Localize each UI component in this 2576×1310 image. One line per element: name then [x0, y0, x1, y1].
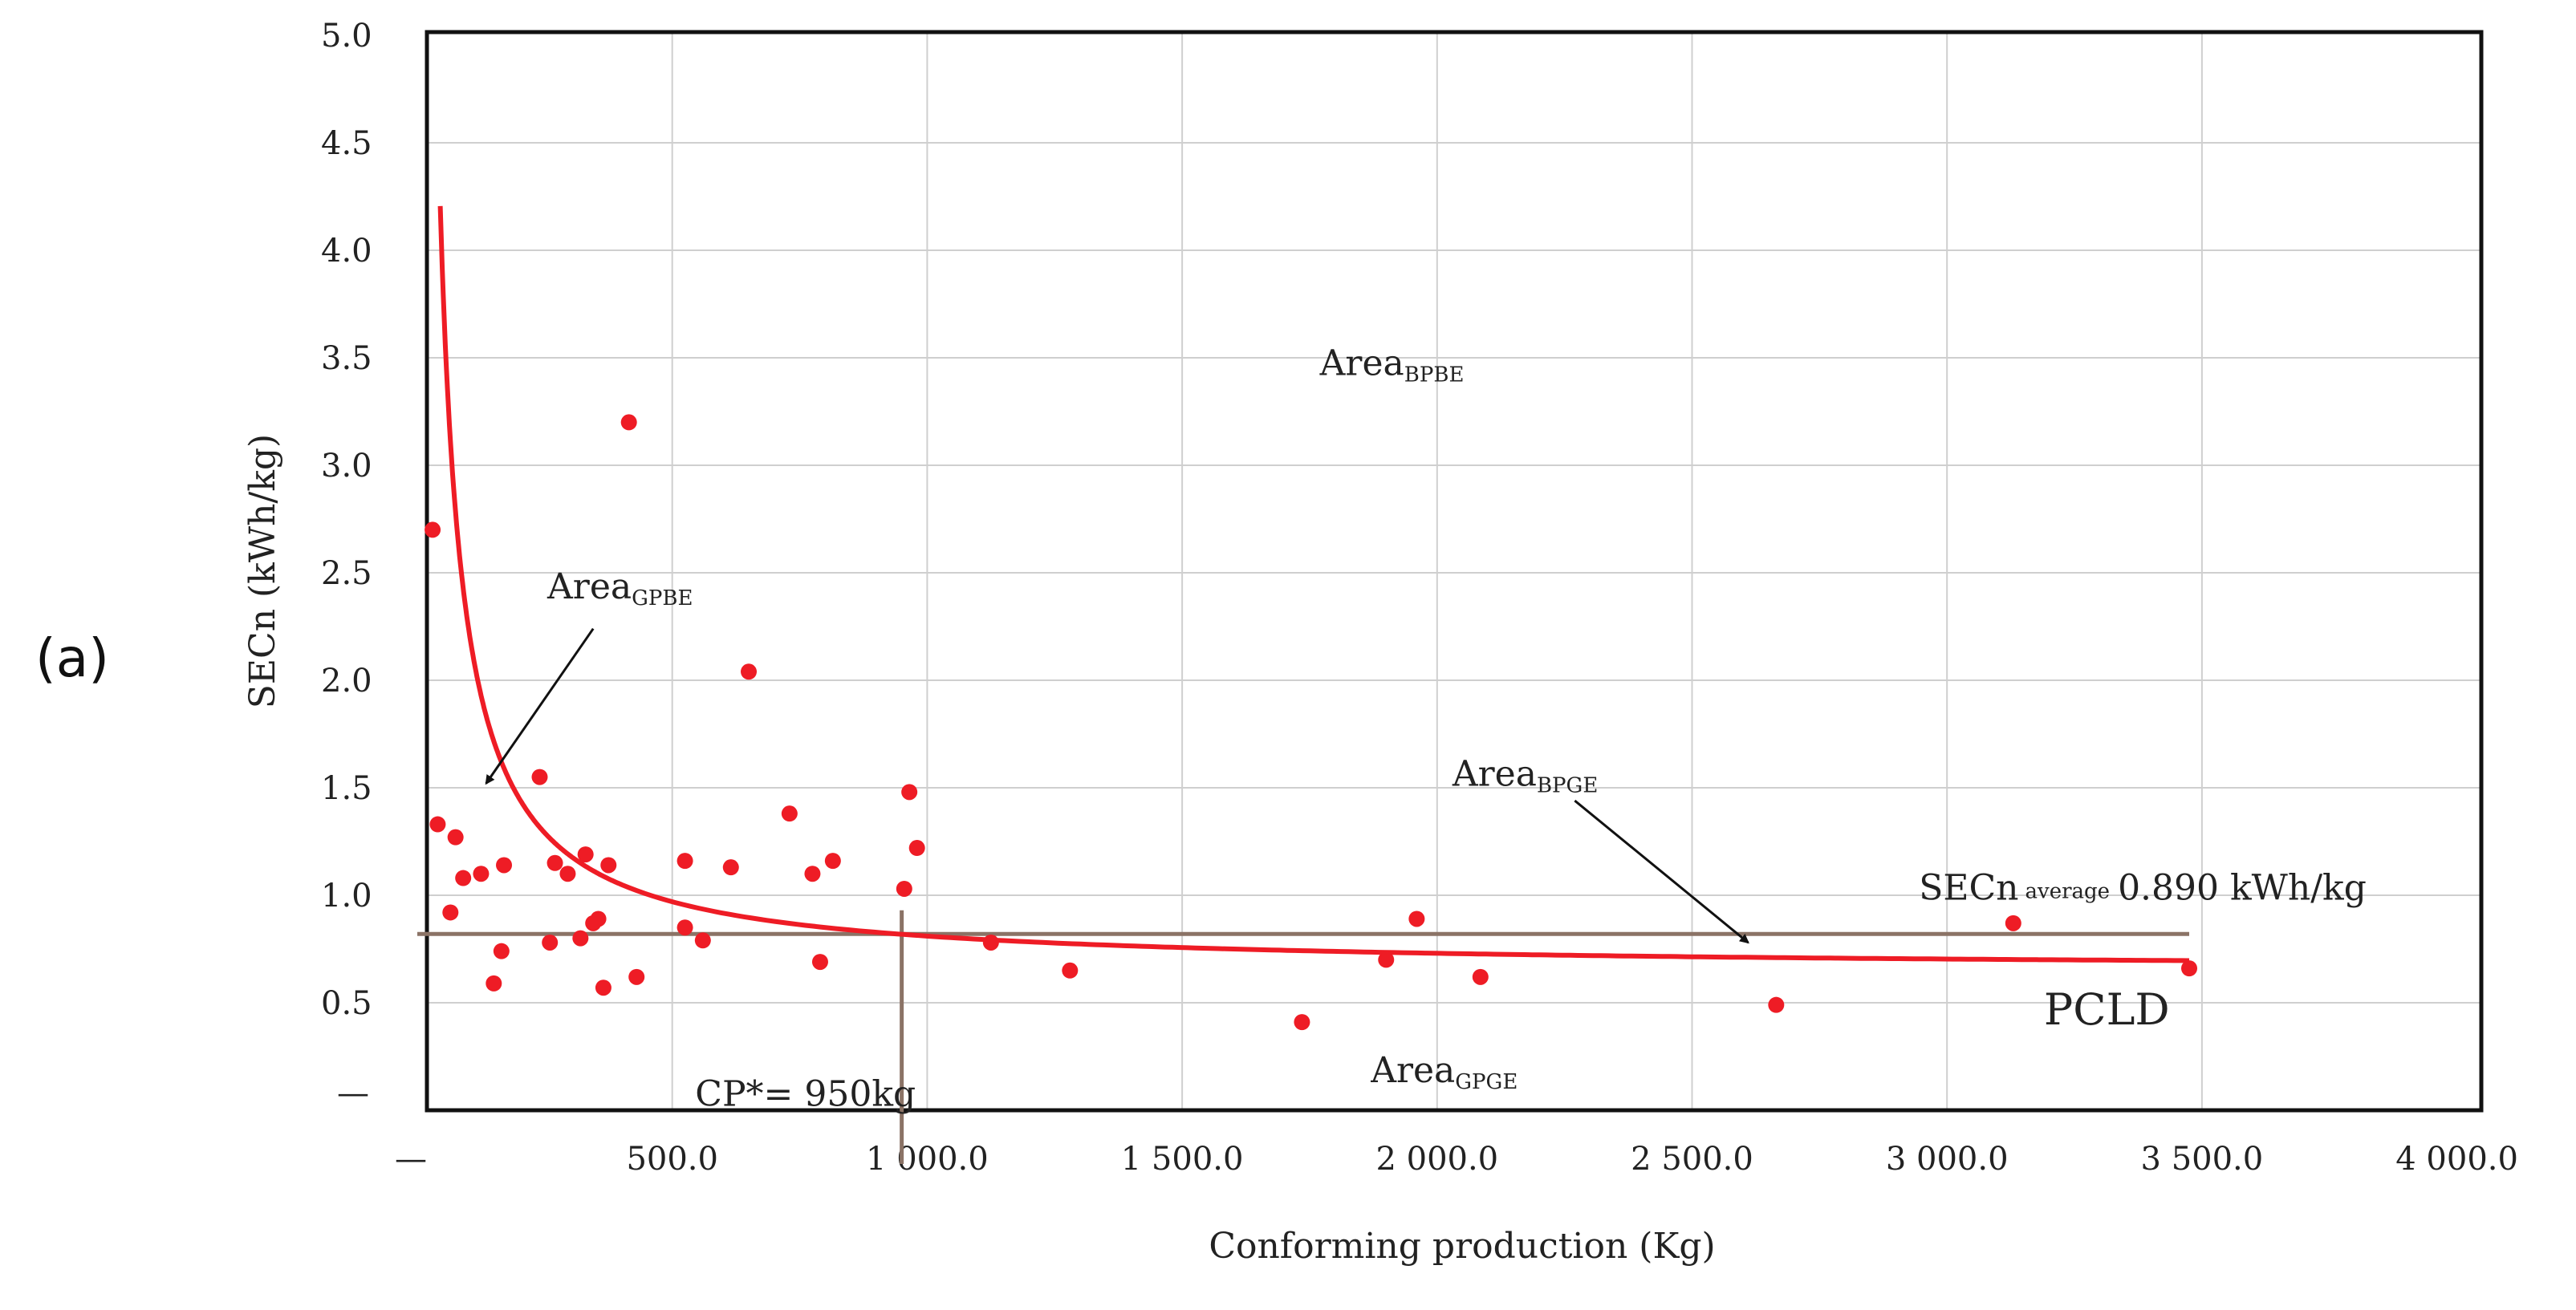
pcld-label: PCLD [2044, 984, 2170, 1035]
data-point [425, 521, 441, 538]
plot-frame [425, 30, 2484, 1113]
x-tick-label: 2 500.0 [1631, 1141, 1753, 1178]
data-point [677, 853, 693, 870]
data-point [473, 866, 490, 882]
reference-lines [417, 910, 2190, 1164]
y-tick-label: 1.0 [321, 878, 372, 915]
data-point [1378, 951, 1395, 968]
x-tick-label: 1 000.0 [866, 1141, 989, 1178]
data-point [1472, 968, 1489, 985]
x-tick-label: 4 000.0 [2395, 1141, 2518, 1178]
arrow-gpbe [485, 627, 595, 785]
data-point [677, 919, 693, 936]
data-point [896, 880, 912, 897]
annotations: AreaBPBE AreaGPBE AreaBPGE AreaGPGE SECn aver… [485, 343, 2367, 1115]
y-tick-label: 5.0 [321, 18, 372, 55]
data-point [620, 414, 637, 431]
data-point [982, 934, 999, 951]
data-point [1294, 1014, 1310, 1031]
data-point [600, 857, 617, 874]
data-point [429, 816, 446, 833]
data-point [447, 829, 464, 846]
y-tick-label: 0.5 [321, 985, 372, 1022]
arrow-bpge [1574, 799, 1749, 944]
data-point [1768, 996, 1785, 1013]
cp-label: CP*= 950kg [695, 1074, 916, 1115]
data-point [577, 846, 594, 863]
data-point [694, 932, 711, 949]
data-point [824, 853, 841, 870]
data-point [546, 854, 563, 871]
data-point [908, 840, 925, 857]
y-tick-label: 2.0 [321, 663, 372, 700]
area-gpbe-label: AreaGPBE [546, 566, 693, 610]
data-point [442, 904, 459, 921]
data-point [595, 979, 611, 996]
data-point [1062, 962, 1079, 979]
data-point [531, 769, 548, 785]
data-point [572, 930, 589, 947]
data-point [2005, 915, 2021, 931]
x-tick-label: 1 500.0 [1121, 1141, 1244, 1178]
curve-layer [437, 205, 2190, 963]
data-point [493, 943, 510, 959]
y-tick-label: 3.5 [321, 340, 372, 377]
y-tick-label: 1.5 [321, 770, 372, 807]
data-point [2181, 960, 2198, 977]
y-tick-labels: — 0.5 1.0 1.5 2.0 2.5 3.0 3.5 4.0 4.5 5.0 [321, 18, 372, 1112]
x-tick-label: 2 000.0 [1375, 1141, 1498, 1178]
area-bpbe-label: AreaBPBE [1319, 343, 1465, 387]
x-tick-label: 3 500.0 [2141, 1141, 2264, 1178]
y-tick-label: 4.0 [321, 233, 372, 270]
data-point [628, 968, 645, 985]
data-point [804, 866, 821, 882]
x-tick-label: — [395, 1141, 427, 1178]
y-tick-label: 3.0 [321, 448, 372, 485]
data-point [722, 859, 739, 876]
data-point [590, 911, 607, 927]
x-tick-label: 500.0 [626, 1141, 718, 1178]
y-tick-label: 4.5 [321, 125, 372, 162]
data-point [486, 975, 502, 992]
data-point [781, 805, 798, 822]
data-point [542, 934, 559, 951]
data-point [559, 866, 576, 882]
y-axis-label: SECn (kWh/kg) [242, 434, 283, 708]
data-point [901, 784, 918, 801]
x-tick-label: 3 000.0 [1886, 1141, 2009, 1178]
data-point [741, 663, 758, 680]
average-label: SECn average 0.890 kWh/kg [1919, 867, 2367, 908]
data-point [496, 857, 513, 874]
scatter-points [425, 414, 2198, 1031]
data-point [455, 870, 472, 886]
grid [427, 32, 2481, 1110]
pcld-curve [437, 205, 2190, 963]
data-point [811, 954, 828, 971]
x-tick-labels: — 500.0 1 000.0 1 500.0 2 000.0 2 500.0 3 000.… [395, 1141, 2518, 1178]
y-tick-label: 2.5 [321, 555, 372, 592]
y-tick-label: — [337, 1075, 369, 1112]
x-axis-label: Conforming production (Kg) [1209, 1226, 1715, 1267]
data-point [1408, 911, 1425, 927]
panel-label: (a) [35, 627, 109, 689]
area-gpge-label: AreaGPGE [1370, 1050, 1518, 1094]
area-bpge-label: AreaBPGE [1452, 753, 1598, 797]
